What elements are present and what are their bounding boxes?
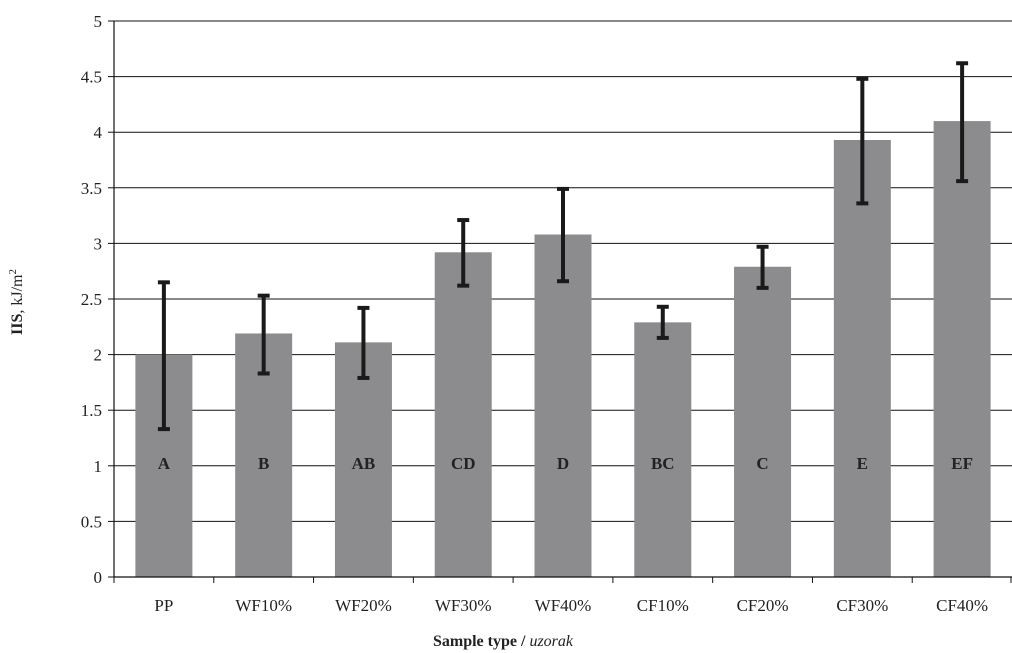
error-bar bbox=[956, 61, 969, 184]
group-letter: A bbox=[158, 454, 171, 473]
error-bar bbox=[756, 244, 769, 290]
y-tick-label: 4 bbox=[94, 123, 103, 142]
error-bar bbox=[357, 305, 370, 380]
bar bbox=[933, 121, 991, 577]
error-bar bbox=[457, 218, 470, 288]
bar bbox=[434, 252, 492, 577]
x-tick-labels: PP WF10% WF20% WF30% WF40% CF10% CF20% CF30% CF4… bbox=[154, 596, 988, 615]
error-bars bbox=[157, 61, 969, 432]
y-tick-label: 0 bbox=[94, 568, 103, 587]
x-tick-label: PP bbox=[154, 596, 173, 615]
bar bbox=[734, 266, 792, 577]
bar bbox=[334, 342, 392, 577]
y-tick-label: 5 bbox=[94, 12, 103, 31]
error-bar bbox=[656, 304, 669, 340]
y-tick-label: 2.5 bbox=[81, 290, 102, 309]
group-letter: D bbox=[557, 454, 569, 473]
y-axis-title: IIS, kJ/m2 bbox=[7, 269, 26, 335]
y-tick-label: 2 bbox=[94, 346, 103, 365]
y-tick-label: 3 bbox=[94, 234, 103, 253]
error-bar bbox=[856, 76, 869, 206]
bar bbox=[534, 234, 592, 577]
y-tick-label: 1 bbox=[94, 457, 103, 476]
group-letter: C bbox=[756, 454, 768, 473]
group-letter: BC bbox=[651, 454, 675, 473]
axes bbox=[108, 20, 1012, 583]
x-tick-label: WF10% bbox=[235, 596, 292, 615]
error-bar bbox=[157, 280, 170, 432]
x-tick-label: CF20% bbox=[737, 596, 789, 615]
y-tick-label: 1.5 bbox=[81, 401, 102, 420]
y-tick-label: 4.5 bbox=[81, 68, 102, 87]
x-tick-label: WF30% bbox=[435, 596, 492, 615]
group-letter: B bbox=[258, 454, 269, 473]
error-bar bbox=[557, 186, 569, 284]
group-letters: A B AB CD D BC C E EF bbox=[158, 454, 973, 473]
group-letter: E bbox=[857, 454, 868, 473]
group-letter: EF bbox=[951, 454, 973, 473]
bar bbox=[833, 139, 891, 577]
x-tick-label: CF10% bbox=[637, 596, 689, 615]
y-tick-label: 3.5 bbox=[81, 179, 102, 198]
x-tick-label: WF20% bbox=[335, 596, 392, 615]
x-tick-label: CF30% bbox=[836, 596, 888, 615]
x-axis-title: Sample type / uzorak bbox=[433, 633, 574, 650]
bar bbox=[634, 322, 692, 577]
y-tick-label: 0.5 bbox=[81, 512, 102, 531]
group-letter: CD bbox=[451, 454, 476, 473]
x-tick-label: CF40% bbox=[936, 596, 988, 615]
error-bar bbox=[257, 293, 270, 376]
y-tick-labels: 0 0.5 1 1.5 2 2.5 3 3.5 4 4.5 5 bbox=[81, 12, 103, 587]
group-letter: AB bbox=[352, 454, 376, 473]
x-tick-label: WF40% bbox=[535, 596, 592, 615]
